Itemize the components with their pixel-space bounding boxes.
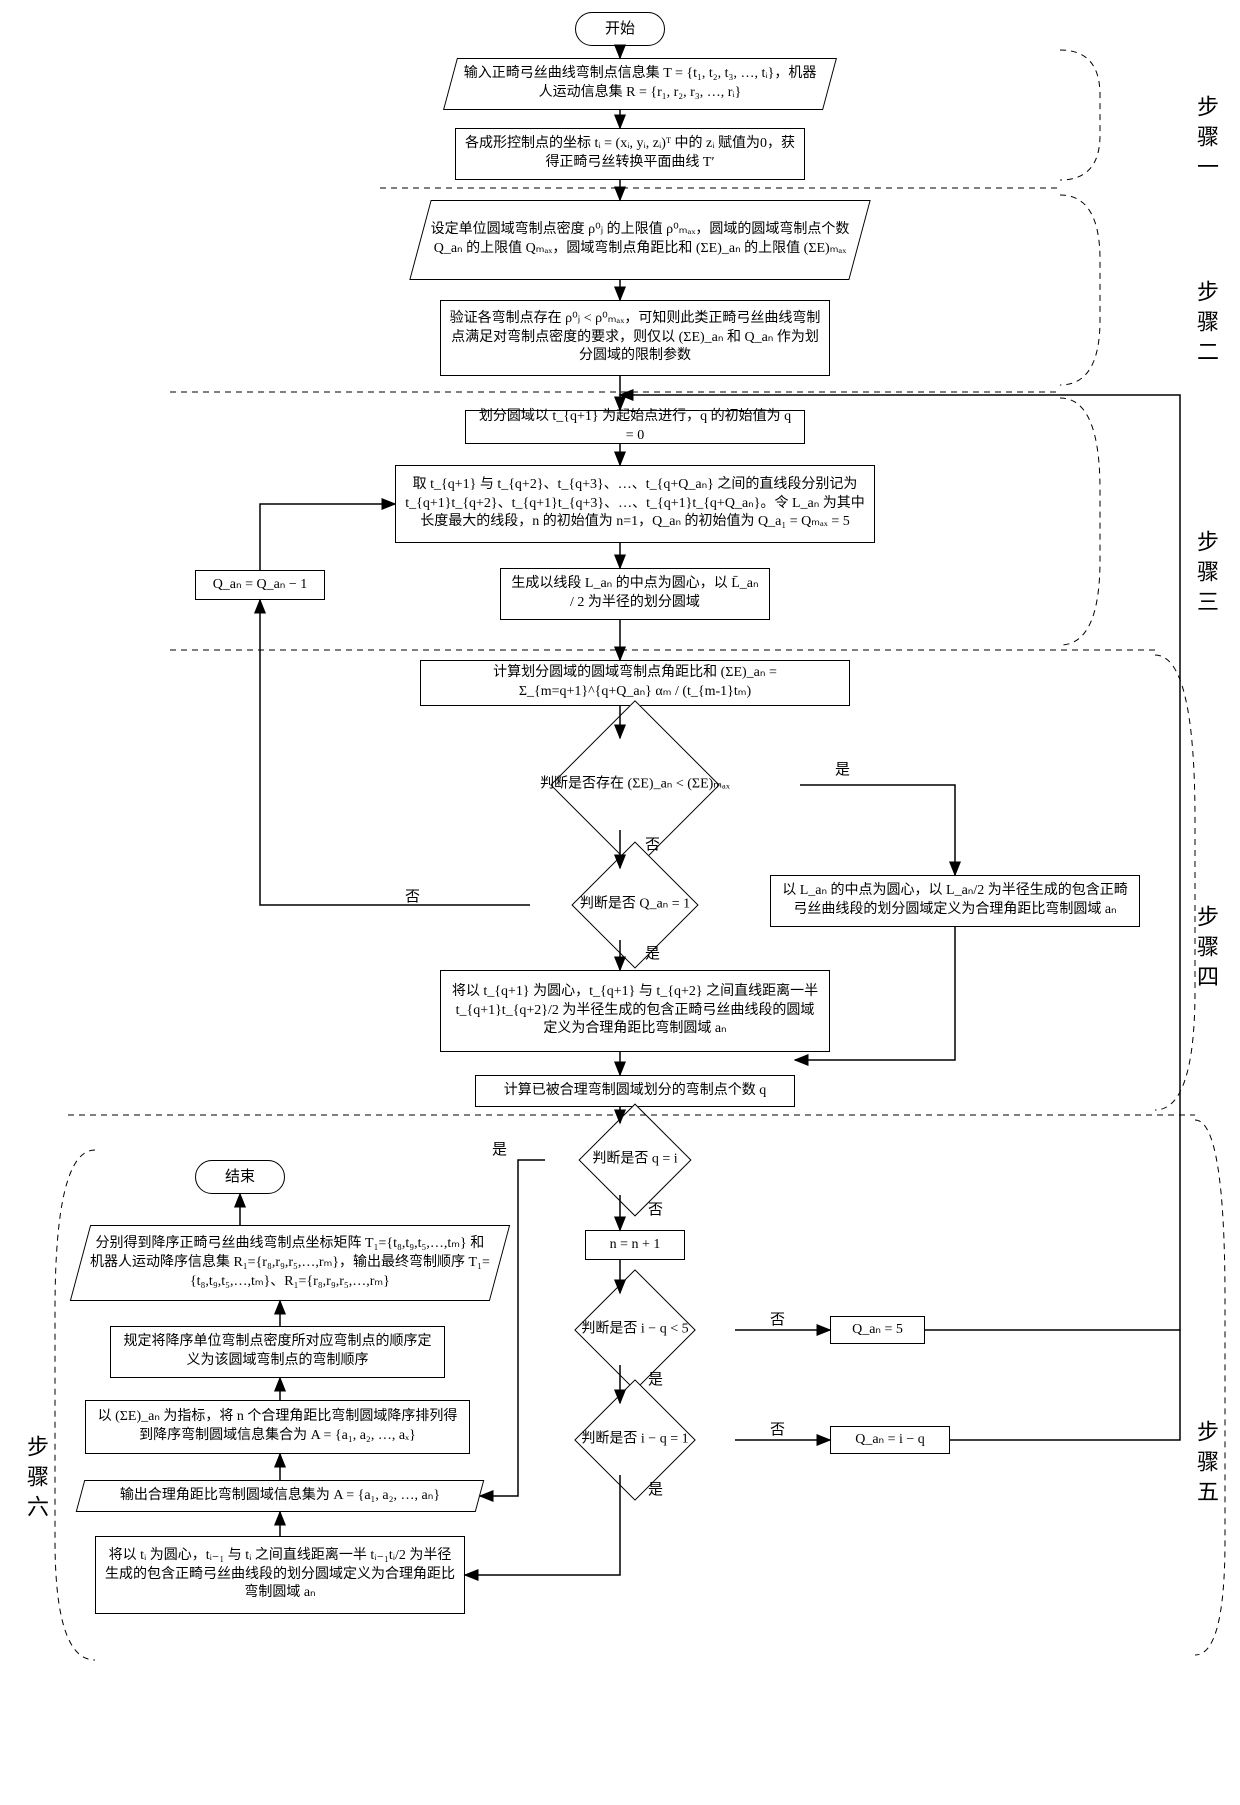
node-coord: 各成形控制点的坐标 tᵢ = (xᵢ, yᵢ, zᵢ)ᵀ 中的 zᵢ 赋值为0，… xyxy=(455,128,805,180)
edge-Q1-no: 否 xyxy=(405,885,420,906)
node-incN: n = n + 1 xyxy=(585,1230,685,1260)
node-verify: 验证各弯制点存在 ρ⁰ⱼ < ρ⁰ₘₐₓ，可知则此类正畸弓丝曲线弯制点满足对弯制… xyxy=(440,300,830,376)
decision-iq1-label: 判断是否 i − q = 1 xyxy=(535,1432,735,1449)
node-limits-text: 设定单位圆域弯制点密度 ρ⁰ⱼ 的上限值 ρ⁰ₘₐₓ，圆域的圆域弯制点个数 Q_… xyxy=(429,221,851,259)
node-outputFinal: 分别得到降序正畸弓丝曲线弯制点坐标矩阵 T₁={t₈,t₉,t₅,…,tₘ} 和… xyxy=(70,1225,510,1301)
node-takeseg-text: 取 t_{q+1} 与 t_{q+2}、t_{q+3}、…、t_{q+Q_aₙ}… xyxy=(404,476,866,533)
node-calcq: 计算已被合理弯制圆域划分的弯制点个数 q xyxy=(475,1075,795,1107)
node-defA-last: 将以 tᵢ 为圆心，tᵢ₋₁ 与 tᵢ 之间直线距离一半 tᵢ₋₁tᵢ/2 为半… xyxy=(95,1536,465,1614)
node-setQiq-text: Q_aₙ = i − q xyxy=(855,1431,925,1450)
terminal-start: 开始 xyxy=(575,12,665,46)
node-defineOrder-text: 规定将降序单位弯制点密度所对应弯制点的顺序定义为该圆域弯制点的弯制顺序 xyxy=(119,1333,436,1371)
edge-E-yes: 是 xyxy=(835,758,850,779)
node-gencircle-text: 生成以线段 L_aₙ 的中点为圆心，以 L̄_aₙ / 2 为半径的划分圆域 xyxy=(509,575,761,613)
node-incN-text: n = n + 1 xyxy=(610,1236,661,1255)
terminal-end-label: 结束 xyxy=(225,1167,255,1187)
step-label-6: 步骤六 xyxy=(20,1435,52,1525)
node-sortA-text: 以 (ΣE)_aₙ 为指标，将 n 个合理角距比弯制圆域降序排列得到降序弯制圆域… xyxy=(94,1408,461,1446)
node-outputA: 输出合理角距比弯制圆域信息集为 A = {a₁, a₂, …, aₙ} xyxy=(76,1480,485,1512)
flowchart-canvas: 步骤一 步骤二 步骤三 步骤四 步骤五 步骤六 开始 输入正畸弓丝曲线弯制点信息… xyxy=(0,0,1240,1805)
node-outputFinal-text: 分别得到降序正畸弓丝曲线弯制点坐标矩阵 T₁={t₈,t₉,t₅,…,tₘ} 和… xyxy=(89,1235,491,1292)
decision-Q1-label: 判断是否 Q_aₙ = 1 xyxy=(530,897,740,914)
edge-iq1-yes: 是 xyxy=(648,1478,663,1499)
decision-E-label: 判断是否存在 (ΣE)_aₙ < (ΣE)ₘₐₓ xyxy=(470,777,800,794)
node-setQ5-text: Q_aₙ = 5 xyxy=(852,1321,903,1340)
node-input-text: 输入正畸弓丝曲线弯制点信息集 T = {t₁, t₂, t₃, …, tᵢ}，机… xyxy=(459,65,821,103)
terminal-start-label: 开始 xyxy=(605,19,635,39)
node-defA-last-text: 将以 tᵢ 为圆心，tᵢ₋₁ 与 tᵢ 之间直线距离一半 tᵢ₋₁tᵢ/2 为半… xyxy=(104,1547,456,1604)
node-defineOrder: 规定将降序单位弯制点密度所对应弯制点的顺序定义为该圆域弯制点的弯制顺序 xyxy=(110,1326,445,1378)
edge-qi-no: 否 xyxy=(648,1198,663,1219)
node-outputA-text: 输出合理角距比弯制圆域信息集为 A = {a₁, a₂, …, aₙ} xyxy=(120,1487,440,1506)
node-setQiq: Q_aₙ = i − q xyxy=(830,1426,950,1454)
node-divstart: 划分圆域以 t_{q+1} 为起始点进行，q 的初始值为 q = 0 xyxy=(465,410,805,444)
terminal-end: 结束 xyxy=(195,1160,285,1194)
node-sortA: 以 (ΣE)_aₙ 为指标，将 n 个合理角距比弯制圆域降序排列得到降序弯制圆域… xyxy=(85,1400,470,1454)
edge-iq5-yes: 是 xyxy=(648,1368,663,1389)
decision-qi-label: 判断是否 q = i xyxy=(545,1152,725,1169)
node-calcE: 计算划分圆域的圆域弯制点角距比和 (ΣE)_aₙ = Σ_{m=q+1}^{q+… xyxy=(420,660,850,706)
node-input: 输入正畸弓丝曲线弯制点信息集 T = {t₁, t₂, t₃, …, tᵢ}，机… xyxy=(443,58,837,110)
decision-iq5-label: 判断是否 i − q < 5 xyxy=(535,1322,735,1339)
node-calcE-text: 计算划分圆域的圆域弯制点角距比和 (ΣE)_aₙ = Σ_{m=q+1}^{q+… xyxy=(429,664,841,702)
decision-qi: 判断是否 q = i xyxy=(545,1125,725,1195)
step-label-4: 步骤四 xyxy=(1190,905,1222,995)
node-qdec-text: Q_aₙ = Q_aₙ − 1 xyxy=(213,576,308,595)
node-limits: 设定单位圆域弯制点密度 ρ⁰ⱼ 的上限值 ρ⁰ₘₐₓ，圆域的圆域弯制点个数 Q_… xyxy=(409,200,870,280)
decision-Q1: 判断是否 Q_aₙ = 1 xyxy=(530,870,740,940)
node-takeseg: 取 t_{q+1} 与 t_{q+2}、t_{q+3}、…、t_{q+Q_aₙ}… xyxy=(395,465,875,543)
node-gencircle: 生成以线段 L_aₙ 的中点为圆心，以 L̄_aₙ / 2 为半径的划分圆域 xyxy=(500,568,770,620)
edge-iq5-no: 否 xyxy=(770,1308,785,1329)
decision-iq5: 判断是否 i − q < 5 xyxy=(535,1295,735,1365)
node-divstart-text: 划分圆域以 t_{q+1} 为起始点进行，q 的初始值为 q = 0 xyxy=(474,408,796,446)
step-label-5: 步骤五 xyxy=(1190,1420,1222,1510)
node-defA-byL: 以 L_aₙ 的中点为圆心，以 L_aₙ/2 为半径生成的包含正畸弓丝曲线段的划… xyxy=(770,875,1140,927)
edge-iq1-no: 否 xyxy=(770,1418,785,1439)
node-defA-byT-text: 将以 t_{q+1} 为圆心，t_{q+1} 与 t_{q+2} 之间直线距离一… xyxy=(449,983,821,1040)
node-defA-byT: 将以 t_{q+1} 为圆心，t_{q+1} 与 t_{q+2} 之间直线距离一… xyxy=(440,970,830,1052)
node-defA-byL-text: 以 L_aₙ 的中点为圆心，以 L_aₙ/2 为半径生成的包含正畸弓丝曲线段的划… xyxy=(779,882,1131,920)
node-verify-text: 验证各弯制点存在 ρ⁰ⱼ < ρ⁰ₘₐₓ，可知则此类正畸弓丝曲线弯制点满足对弯制… xyxy=(449,310,821,367)
decision-E: 判断是否存在 (ΣE)_aₙ < (ΣE)ₘₐₓ xyxy=(470,740,800,830)
node-qdec: Q_aₙ = Q_aₙ − 1 xyxy=(195,570,325,600)
step-label-2: 步骤二 xyxy=(1190,280,1222,370)
edge-Q1-yes: 是 xyxy=(645,942,660,963)
decision-iq1: 判断是否 i − q = 1 xyxy=(535,1405,735,1475)
node-coord-text: 各成形控制点的坐标 tᵢ = (xᵢ, yᵢ, zᵢ)ᵀ 中的 zᵢ 赋值为0，… xyxy=(464,135,796,173)
step-label-3: 步骤三 xyxy=(1190,530,1222,620)
node-setQ5: Q_aₙ = 5 xyxy=(830,1316,925,1344)
step-label-1: 步骤一 xyxy=(1190,95,1222,185)
node-calcq-text: 计算已被合理弯制圆域划分的弯制点个数 q xyxy=(504,1082,767,1101)
edge-E-no: 否 xyxy=(645,833,660,854)
edge-qi-yes: 是 xyxy=(492,1138,507,1159)
